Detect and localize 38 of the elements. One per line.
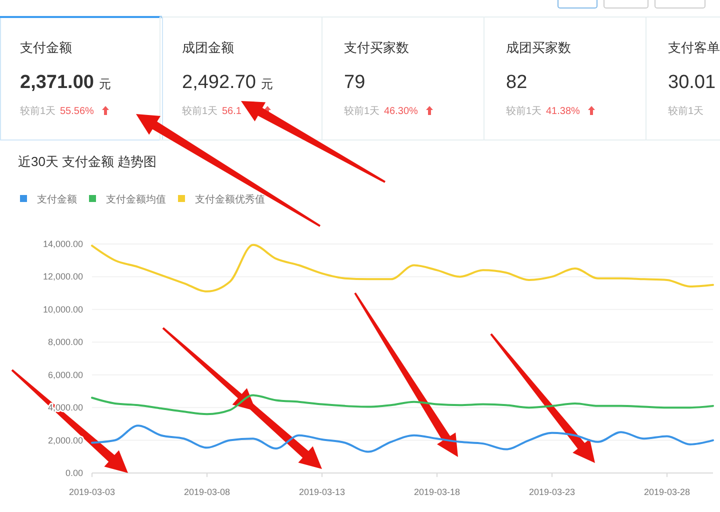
text: 2,492.70 元 (182, 72, 273, 93)
text: 较前1天 (344, 105, 380, 117)
x-tick-label: 2019-03-08 (184, 487, 230, 497)
text: 较前1天 (20, 105, 56, 117)
legend-label: 支付金额优秀值 (195, 194, 265, 206)
text: 56.1 (222, 106, 242, 117)
y-tick-label: 0.00 (65, 468, 83, 478)
text: 46.30% (384, 106, 418, 117)
x-tick-label: 2019-03-28 (644, 487, 690, 497)
y-tick-label: 10,000.00 (42, 304, 83, 314)
x-tick-label: 2019-03-23 (528, 487, 576, 497)
text: 支付客单 (668, 40, 720, 55)
y-tick-label: 8,000.00 (48, 337, 83, 348)
text: 82 (506, 72, 528, 93)
y-tick-label: 12,000.00 (42, 272, 83, 282)
text: 较前1天 (182, 105, 218, 117)
y-tick-label: 6,000.00 (48, 370, 83, 380)
text: 79 (344, 72, 366, 93)
line-series (91, 424, 714, 453)
text: 支付买家数 (344, 40, 409, 55)
text: 30.01 (668, 72, 716, 93)
x-tick-label: 2019-03-18 (414, 487, 460, 497)
y-tick-label: 2,000.00 (48, 435, 83, 446)
legend-label: 支付金额均值 (106, 194, 166, 206)
text: 41.38% (546, 106, 580, 117)
text: 支付金额 (20, 40, 72, 55)
legend-label: 支付金额 (37, 194, 77, 206)
y-tick-label: 14,000.00 (42, 239, 83, 249)
x-tick-label: 2019-03-03 (68, 487, 116, 497)
text: 成团买家数 (506, 40, 571, 55)
x-tick-label: 2019-03-13 (298, 487, 346, 497)
text: 成团金额 (182, 40, 234, 55)
chart-title: 近30天 支付金额 趋势图 (18, 154, 157, 169)
text: 2,371.00 元 (20, 72, 111, 93)
text: 较前1天 (668, 105, 704, 117)
text: 55.56% (60, 106, 94, 117)
line-series (91, 244, 714, 292)
text: 较前1天 (506, 105, 542, 117)
